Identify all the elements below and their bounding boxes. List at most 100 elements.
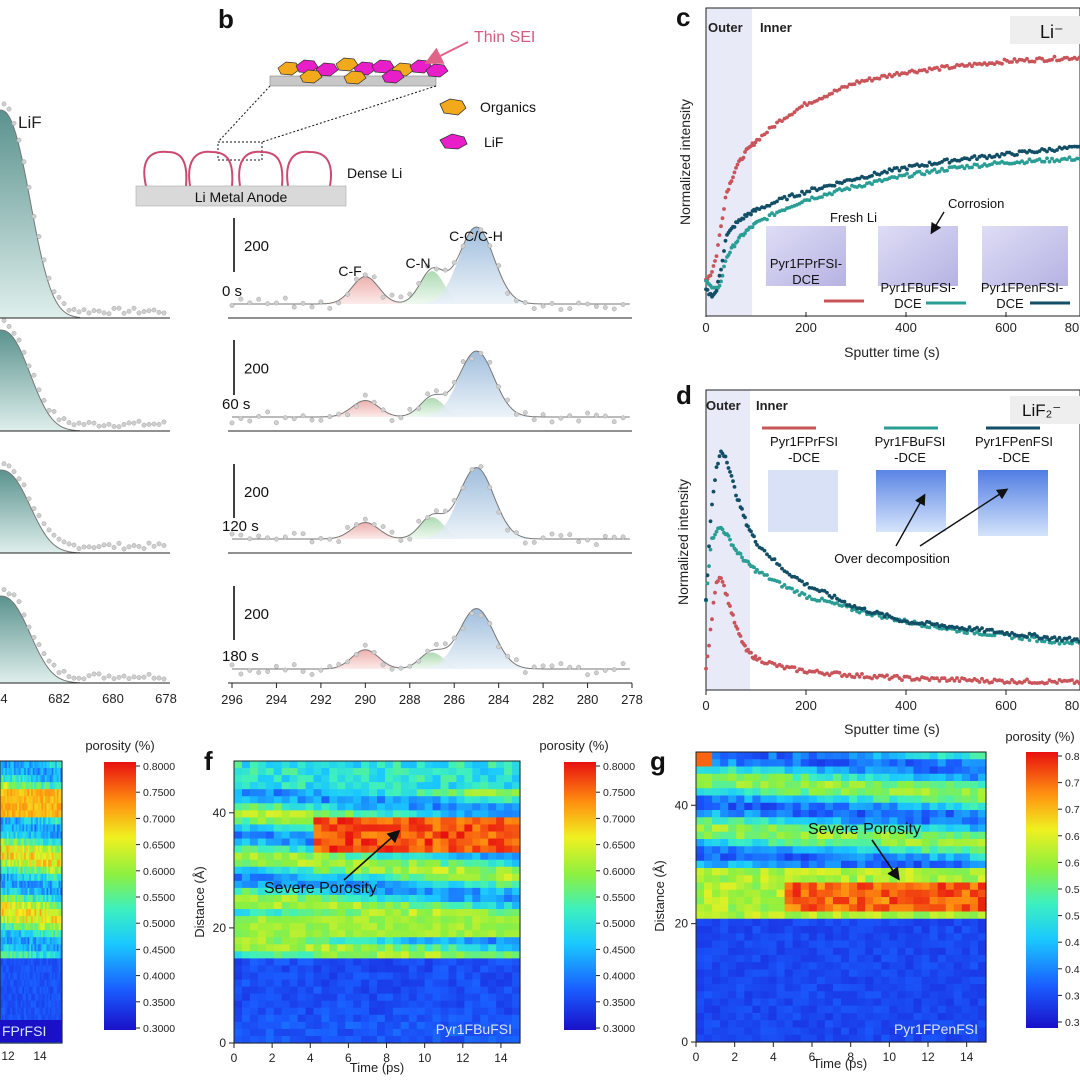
panel-f-heatmap-cell: [424, 810, 434, 818]
panel-e-heatmap-cell: [17, 979, 20, 988]
panel-g-heatmap-cell: [921, 773, 931, 782]
panel-e-heatmap-cell: [32, 944, 36, 952]
panel-b-point: [327, 664, 333, 669]
panel-e-heatmap-cell: [1, 993, 5, 1002]
panel-d-point-pyr1fpenfsi-dce: [1067, 635, 1072, 640]
panel-e-heatmap-cell: [41, 873, 44, 882]
panel-g-heatmap-cell: [792, 810, 802, 818]
panel-g-heatmap-cell: [696, 846, 705, 855]
panel-f-heatmap-cell: [400, 1014, 410, 1023]
panel-e-heatmap-cell: [12, 817, 15, 826]
panel-e-heatmap-cell: [41, 761, 44, 769]
panel-d-point-pyr1fpenfsi-dce: [967, 625, 972, 629]
panel-b-point: [611, 667, 617, 672]
panel-b-point: [256, 533, 262, 539]
panel-g-heatmap-cell: [792, 824, 802, 833]
panel-e-heatmap-cell: [37, 789, 41, 797]
panel-f-heatmap-cell: [408, 958, 418, 967]
panel-e-heatmap-cell: [8, 986, 11, 995]
panel-f-heatmap-cell: [424, 1028, 434, 1037]
panel-g-heatmap-cell: [969, 752, 979, 760]
panel-f-heatmap-cell: [345, 1014, 354, 1023]
panel-f-heatmap-cell: [504, 859, 513, 868]
panel-d-point-pyr1fbufsi-dce: [705, 581, 710, 586]
panel-e-heatmap-cell: [29, 1007, 32, 1016]
panel-e-heatmap-cell: [49, 859, 53, 868]
panel-e-heatmap-cell: [55, 838, 58, 847]
panel-f-heatmap-cell: [408, 937, 418, 945]
panel-e-heatmap-cell: [18, 979, 22, 988]
panel-f-heatmap-cell: [472, 951, 481, 959]
panel-e-heatmap-cell: [49, 824, 53, 833]
panel-f-heatmap-cell: [456, 761, 465, 769]
panel-g-heatmap-cell: [752, 781, 762, 789]
panel-f-heatmap-cell: [512, 965, 521, 974]
panel-e-heatmap-cell: [36, 831, 39, 840]
panel-g-heatmap-cell: [696, 824, 705, 833]
panel-e-heatmap-cell: [10, 944, 13, 952]
panel-f-heatmap-cell: [400, 965, 410, 974]
panel-e-heatmap-cell: [58, 761, 61, 769]
panel-e-heatmap-cell: [34, 810, 37, 818]
panel-b: b Thin SEI Li Metal Anode Dense Li Organ…: [135, 4, 643, 707]
lif-point: [71, 422, 77, 428]
panel-f-heatmap-cell: [257, 916, 267, 924]
panel-f-heatmap-cell: [496, 1021, 505, 1030]
panel-e-heatmap-cell: [43, 1014, 46, 1023]
panel-f-heatmap-cell: [384, 845, 394, 854]
panel-f-heatmap-cell: [512, 803, 521, 811]
panel-f-heatmap-cell: [321, 902, 330, 910]
panel-e-heatmap-cell: [5, 838, 8, 847]
panel-f-heatmap-cell: [289, 1035, 299, 1044]
panel-e-heatmap-cell: [36, 937, 39, 945]
panel-f-heatmap-cell: [488, 979, 497, 988]
panel-e-heatmap-cell: [22, 902, 25, 910]
panel-f-heatmap-cell: [321, 803, 330, 811]
panel-e-heatmap-cell: [25, 1014, 29, 1023]
panel-d-point-pyr1fprfsi-dce: [955, 676, 959, 680]
panel-b-point: [531, 664, 537, 670]
panel-e-heatmap-cell: [25, 1007, 29, 1016]
panel-c-xlabel: Sputter time (s): [844, 344, 940, 360]
panel-e-heatmap-cell: [24, 817, 27, 826]
panel-c-legend-pyr-2: DCE: [792, 272, 820, 287]
peak-c-f: [298, 276, 430, 304]
panel-e-sample: FPrFSI: [2, 1023, 46, 1039]
panel-e-heatmap-cell: [22, 824, 25, 833]
panel-f-heatmap-cell: [480, 789, 489, 797]
panel-e-heatmap-cell: [48, 768, 51, 776]
panel-c-point-pyr1fpenfsi-dce: [741, 216, 746, 221]
panel-b-point: [353, 276, 359, 282]
panel-e-heatmap-cell: [56, 866, 60, 875]
panel-d: d Outer Inner LiF₂⁻ Normalized intensity…: [675, 380, 1080, 737]
panel-e-heatmap-cell: [41, 972, 44, 981]
panel-g-heatmap-cell: [881, 831, 890, 840]
panel-e-heatmap-cell: [5, 951, 8, 959]
panel-g-heatmap-cell: [937, 759, 947, 768]
panel-b-point: [594, 303, 599, 309]
panel-g: g Severe Porosity Pyr1FPenFSI Distance (…: [650, 729, 1080, 1071]
panel-b-point: [451, 497, 457, 503]
panel-f-heatmap-cell: [305, 902, 315, 910]
panel-e-heatmap-cell: [60, 831, 63, 840]
corrosion-label: Corrosion: [948, 196, 1004, 211]
panel-d-point-pyr1fprfsi-dce: [1025, 677, 1029, 682]
panel-g-heatmap-cell: [937, 824, 947, 833]
panel-e-heatmap-cell: [48, 930, 51, 938]
panel-e-heatmap-cell: [58, 937, 61, 945]
li-anode-label: Li Metal Anode: [195, 189, 288, 205]
panel-g-heatmap-cell: [881, 781, 890, 789]
lif-peak-fill-0: [0, 110, 80, 318]
panel-d-tick-label: 400: [895, 698, 917, 713]
panel-g-heatmap-cell: [784, 795, 794, 804]
panel-g-heatmap-cell: [712, 824, 721, 833]
panel-c-point-pyr1fprfsi-dce: [720, 216, 725, 221]
panel-b-point: [273, 300, 279, 306]
panel-f-heatmap-cell: [496, 951, 505, 959]
panel-g-heatmap-cell: [792, 766, 802, 775]
panel-b-tick-label: 282: [532, 692, 554, 707]
colorbar-tick-label: 0.5500: [143, 892, 175, 904]
panel-f-xlabel: Time (ps): [350, 1060, 404, 1075]
panel-f-letter: f: [204, 746, 213, 776]
panel-e-heatmap-cell: [12, 951, 15, 959]
